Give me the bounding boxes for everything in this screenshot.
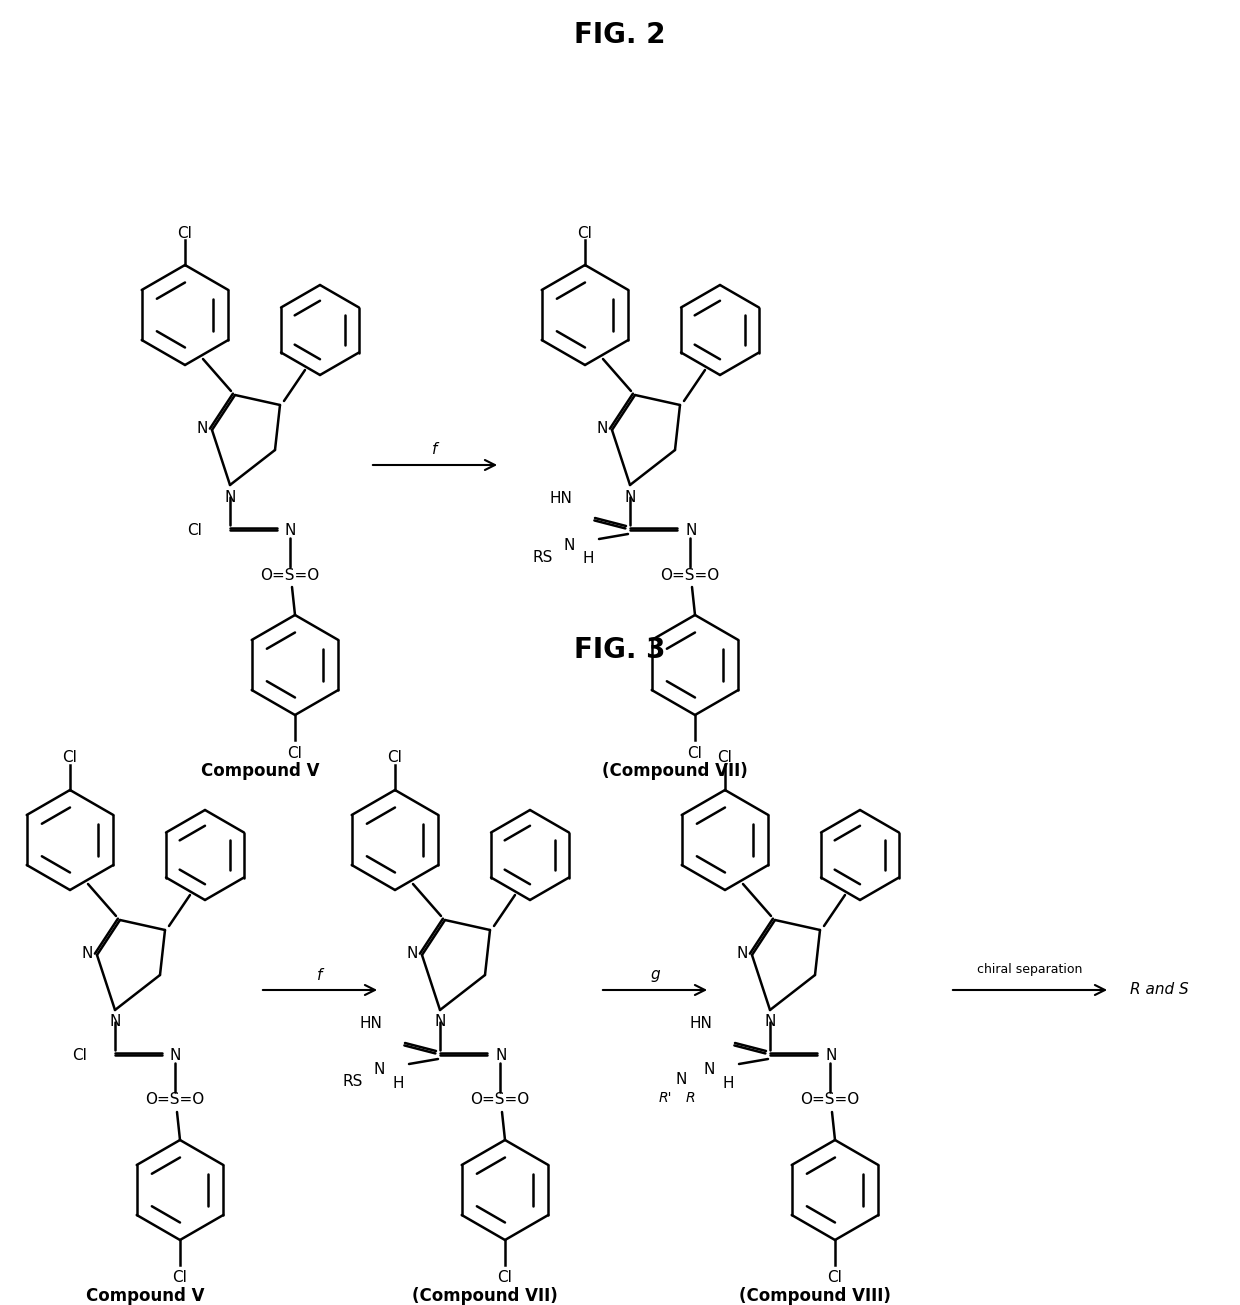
Text: Cl: Cl [187, 522, 202, 538]
Text: O=S=O: O=S=O [470, 1092, 529, 1108]
Text: FIG. 3: FIG. 3 [574, 636, 666, 664]
Text: (Compound VII): (Compound VII) [412, 1287, 558, 1305]
Text: chiral separation: chiral separation [977, 963, 1083, 976]
Text: FIG. 2: FIG. 2 [574, 21, 666, 50]
Text: N: N [407, 946, 418, 960]
Text: Compound V: Compound V [201, 762, 319, 780]
Text: N: N [686, 522, 697, 538]
Text: R': R' [658, 1091, 672, 1105]
Text: f: f [433, 442, 438, 458]
Text: N: N [564, 538, 575, 552]
Text: N: N [434, 1014, 445, 1030]
Text: Cl: Cl [288, 745, 303, 761]
Text: Compound V: Compound V [86, 1287, 205, 1305]
Text: N: N [737, 946, 748, 960]
Text: N: N [624, 489, 636, 505]
Text: HN: HN [360, 1015, 382, 1031]
Text: H: H [583, 551, 594, 565]
Text: N: N [764, 1014, 776, 1030]
Text: N: N [826, 1048, 837, 1062]
Text: N: N [170, 1048, 181, 1062]
Text: N: N [196, 420, 207, 436]
Text: N: N [495, 1048, 507, 1062]
Text: Cl: Cl [388, 750, 403, 766]
Text: (Compound VII): (Compound VII) [603, 762, 748, 780]
Text: Cl: Cl [497, 1271, 512, 1285]
Text: N: N [284, 522, 295, 538]
Text: f: f [317, 967, 322, 983]
Text: N: N [676, 1073, 687, 1087]
Text: O=S=O: O=S=O [260, 568, 320, 582]
Text: HN: HN [689, 1015, 712, 1031]
Text: g: g [650, 967, 660, 983]
Text: O=S=O: O=S=O [145, 1092, 205, 1108]
Text: RS: RS [342, 1074, 363, 1090]
Text: N: N [596, 420, 608, 436]
Text: Cl: Cl [72, 1048, 87, 1062]
Text: Cl: Cl [177, 226, 192, 240]
Text: N: N [109, 1014, 120, 1030]
Text: H: H [392, 1075, 404, 1091]
Text: R: R [686, 1091, 694, 1105]
Text: (Compound VIII): (Compound VIII) [739, 1287, 890, 1305]
Text: Cl: Cl [578, 226, 593, 240]
Text: H: H [722, 1075, 734, 1091]
Text: N: N [373, 1062, 384, 1078]
Text: O=S=O: O=S=O [800, 1092, 859, 1108]
Text: Cl: Cl [172, 1271, 187, 1285]
Text: N: N [82, 946, 93, 960]
Text: RS: RS [533, 549, 553, 565]
Text: Cl: Cl [827, 1271, 842, 1285]
Text: HN: HN [549, 491, 572, 505]
Text: R and S: R and S [1130, 983, 1189, 997]
Text: N: N [224, 489, 236, 505]
Text: O=S=O: O=S=O [661, 568, 719, 582]
Text: Cl: Cl [718, 750, 733, 766]
Text: N: N [703, 1062, 715, 1078]
Text: Cl: Cl [687, 745, 702, 761]
Text: Cl: Cl [62, 750, 77, 766]
